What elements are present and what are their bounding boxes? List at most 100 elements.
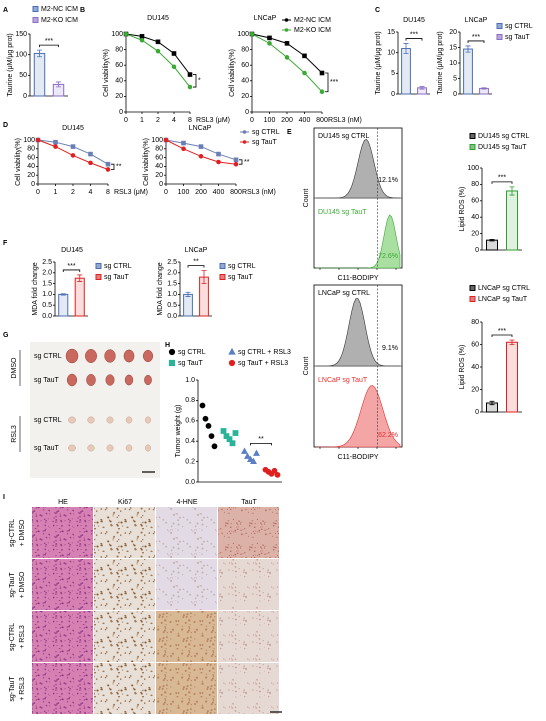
legend-label: sg TauT + RSL3 <box>238 360 288 367</box>
legend-label: sg TauT <box>228 274 253 281</box>
x-tick-label: 800 <box>316 117 328 124</box>
x-tick-label: 100 <box>178 189 190 196</box>
panel-letter: A <box>3 7 8 14</box>
point <box>211 443 218 450</box>
row-label: sg-TauT <box>9 572 16 598</box>
x-tick-label: 200 <box>195 189 207 196</box>
y-tick-label: 2.0 <box>167 270 177 277</box>
point <box>123 31 129 37</box>
column-header: Ki67 <box>118 499 132 506</box>
point <box>53 144 58 149</box>
legend-marker <box>284 28 289 32</box>
y-axis-label: Lipid ROS (%) <box>459 345 466 390</box>
x-tick-label: 2 <box>156 117 160 124</box>
point <box>241 447 248 454</box>
y-tick-label: 40 <box>471 364 479 371</box>
legend-marker <box>219 263 226 269</box>
flow-y-label: Count <box>303 189 310 208</box>
legend-marker <box>242 130 247 134</box>
point <box>155 48 161 54</box>
y-tick-label: 0.4 <box>185 438 195 445</box>
error-bar <box>489 238 495 242</box>
error-bar <box>403 43 409 54</box>
y-tick-label: 0 <box>453 91 457 98</box>
point <box>284 55 290 60</box>
legend-label: sg CTRL <box>505 23 533 30</box>
error-bar <box>201 270 207 284</box>
y-axis-label: MDA fold change <box>32 262 39 315</box>
point <box>53 139 58 145</box>
point <box>70 153 76 158</box>
tumor <box>68 416 76 424</box>
legend-marker <box>228 347 236 355</box>
point <box>233 157 239 163</box>
photo-bg <box>30 342 160 478</box>
tumor <box>106 444 114 452</box>
flow-label: LNCaP sg CTRL <box>318 290 370 297</box>
flow-x-label: C11-BODIPY <box>337 275 378 282</box>
y-tick-label: 100 <box>111 31 123 38</box>
y-tick-label: 80 <box>241 46 249 53</box>
tumor <box>106 416 114 424</box>
y-tick-label: 20 <box>471 230 479 237</box>
ihc-tile <box>218 663 279 714</box>
point <box>249 31 255 37</box>
significance: *** <box>45 38 53 45</box>
y-tick-label: 100 <box>237 31 249 38</box>
chart-title: LNCaP <box>254 15 277 22</box>
significance: *** <box>67 263 75 270</box>
y-tick-label: 1.5 <box>167 280 177 287</box>
row-label: sg CTRL <box>34 417 62 424</box>
tumor <box>123 349 135 363</box>
histogram-ctrl <box>316 138 400 199</box>
significance-bracket <box>405 38 423 41</box>
ihc-tile <box>156 611 217 662</box>
tumor <box>125 444 133 452</box>
ihc-tile <box>218 559 279 610</box>
legend-marker <box>219 274 226 280</box>
histogram-taut <box>316 214 401 269</box>
chart-title: DU145 <box>147 15 169 22</box>
ihc-tile <box>218 611 279 662</box>
y-tick-label: 5 <box>391 70 395 77</box>
y-tick-label: 1.5 <box>42 280 52 287</box>
legend-marker <box>32 17 39 23</box>
ihc-tile <box>156 507 217 558</box>
y-tick-label: 100 <box>23 137 35 144</box>
y-tick-label: 60 <box>471 341 479 348</box>
y-tick-label: 0 <box>475 247 479 254</box>
point <box>302 70 307 76</box>
y-tick-label: 40 <box>155 163 163 170</box>
point <box>284 41 290 46</box>
x-axis-label: RSL3 (nM) <box>242 189 276 196</box>
row-label: sg-CTRL <box>9 623 16 651</box>
panel-letter: F <box>3 240 8 247</box>
ihc-tile <box>32 559 93 610</box>
group-label: RSL3 <box>11 425 18 443</box>
chart-title: LNCaP <box>189 125 212 132</box>
chart-title: LNCaP <box>185 247 208 254</box>
y-tick-label: 2.5 <box>42 259 52 266</box>
point <box>105 161 111 167</box>
y-tick-label: 0 <box>245 109 249 116</box>
y-tick-label: 15 <box>449 44 457 51</box>
x-tick-label: 8 <box>106 189 110 196</box>
point <box>244 452 251 459</box>
y-tick-label: 20 <box>241 93 249 100</box>
y-tick-label: 0.6 <box>185 418 195 425</box>
point <box>267 35 272 41</box>
x-tick-label: 400 <box>299 117 311 124</box>
x-tick-label: 800 <box>230 189 242 196</box>
point <box>139 34 145 39</box>
significance-bracket <box>250 443 272 446</box>
x-tick-label: 1 <box>140 117 144 124</box>
flow-percent: 62.2% <box>378 432 398 439</box>
legend-marker <box>168 359 176 367</box>
y-tick-label: 0 <box>391 91 395 98</box>
x-tick-label: 400 <box>213 189 225 196</box>
tumor <box>68 444 76 452</box>
significance: ** <box>116 164 122 171</box>
y-tick-label: 1.0 <box>167 291 177 298</box>
y-tick-label: 150 <box>15 31 27 38</box>
panel-letter: H <box>165 342 170 349</box>
